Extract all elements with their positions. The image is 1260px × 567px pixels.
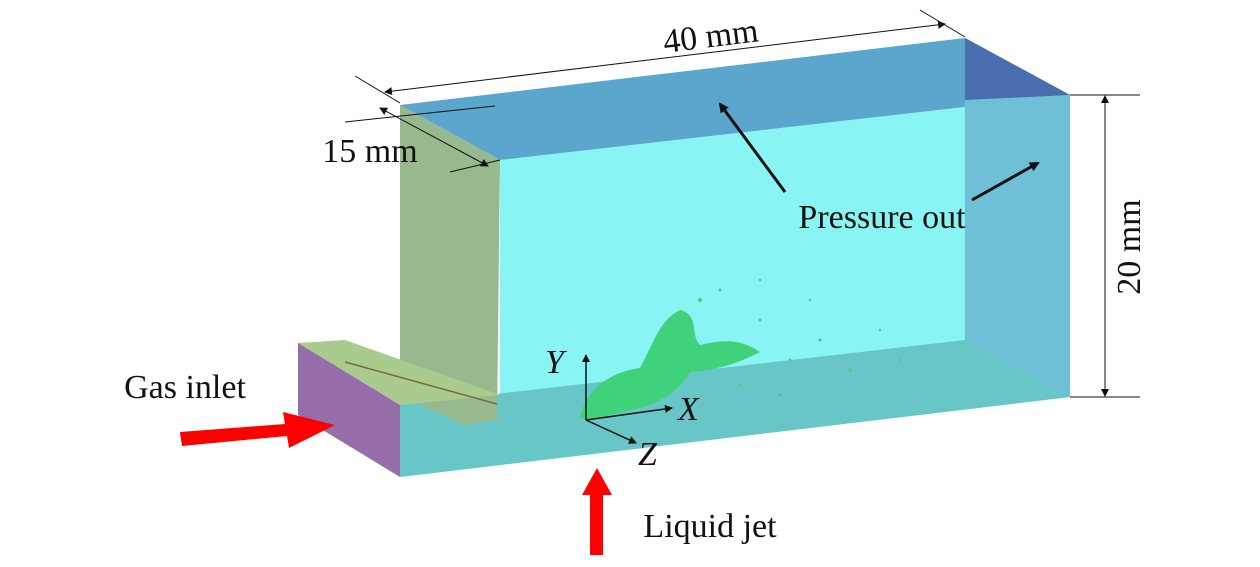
inlet-edge <box>344 361 498 405</box>
right-face-top <box>965 38 1070 100</box>
axis-label: X <box>676 391 700 428</box>
channel <box>400 340 1070 477</box>
left-plate <box>400 105 500 425</box>
liquid-label: Liquid jet <box>643 508 777 545</box>
dimension-label: 15 mm <box>322 133 417 170</box>
inlet-face <box>298 343 400 477</box>
axis-label: Z <box>638 436 658 473</box>
axis-label: Y <box>545 344 567 381</box>
droplets <box>698 278 902 397</box>
dimension-label: 20 mm <box>1111 199 1148 294</box>
gas-label: Gas inlet <box>124 369 246 406</box>
right-face <box>965 38 1070 397</box>
outlet-arrow <box>971 161 1040 202</box>
outlet-label: Pressure out <box>798 199 966 236</box>
inlet-top <box>298 340 500 405</box>
dimension-label: 40 mm <box>661 12 760 60</box>
outlet-arrow <box>718 102 787 193</box>
liquid-spray <box>580 310 760 419</box>
axis-triad <box>582 354 673 444</box>
dimension-lines <box>344 9 1140 398</box>
liquid-arrow <box>582 468 612 555</box>
gas-arrow <box>180 412 335 448</box>
